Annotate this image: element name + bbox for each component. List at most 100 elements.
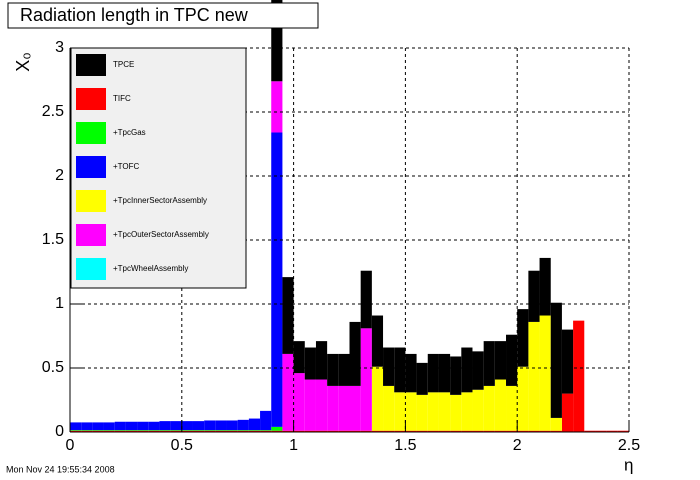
title-box	[7, 2, 319, 29]
chart-title: Radiation length in TPC new	[20, 5, 249, 25]
bar-segment	[494, 430, 507, 432]
bar-segment	[226, 430, 238, 432]
bar-segment	[215, 430, 227, 432]
bar-segment	[539, 257, 551, 316]
bar-segment	[405, 430, 417, 432]
bar-segment	[70, 430, 82, 432]
bar-segment	[450, 394, 462, 431]
x-tick-label: 1	[289, 437, 298, 454]
bar-segment	[271, 430, 283, 432]
bar-segment	[550, 417, 562, 431]
bar-segment	[427, 430, 439, 432]
bar-segment	[561, 393, 574, 432]
bar-segment	[483, 385, 495, 431]
y-tick-label: 1.5	[42, 231, 64, 248]
bar-segment	[92, 430, 104, 432]
legend-label: TIFC	[113, 94, 131, 103]
bar-segment	[282, 430, 294, 432]
bar-segment	[394, 430, 406, 432]
legend-label: +TpcGas	[113, 128, 146, 137]
x-tick-label: 2	[513, 437, 522, 454]
bar-segment	[159, 430, 171, 431]
bar-segment	[192, 430, 205, 432]
legend: TPCE TIFC +TpcGas +TOFC +TpcInnerSectorAssem…	[70, 47, 247, 289]
bar-segment	[148, 430, 160, 431]
bar-segment	[371, 366, 384, 431]
legend-swatch	[76, 258, 106, 280]
bar-segment	[483, 341, 495, 386]
bar-segment	[204, 430, 216, 432]
bar-segment	[70, 422, 82, 431]
bar-segment	[192, 421, 205, 431]
bar-segment	[539, 430, 551, 432]
bar-segment	[282, 353, 294, 431]
legend-swatch	[76, 190, 106, 212]
bar-segment	[506, 430, 518, 432]
bar-segment	[517, 309, 529, 367]
legend-label: +TpcOuterSectorAssembly	[113, 230, 209, 239]
bar-segment	[282, 277, 294, 354]
bar-segment	[405, 392, 417, 431]
bar-segment	[125, 430, 138, 432]
bar-segment	[159, 430, 171, 432]
bar-segment	[383, 347, 395, 386]
bar-segment	[315, 341, 328, 380]
bar-segment	[81, 430, 93, 432]
bar-segment	[271, 0, 283, 82]
bar-segment	[315, 430, 328, 432]
bar-segment	[438, 353, 451, 393]
bar-segment	[371, 430, 384, 432]
bar-segment	[204, 430, 216, 431]
bar-segment	[304, 347, 316, 380]
bar-segment	[550, 302, 562, 418]
bar-segment	[450, 356, 462, 395]
bar-segment	[472, 351, 484, 390]
bar-segment	[103, 430, 115, 431]
bar-segment	[181, 421, 193, 431]
y-tick-label: 2.5	[42, 103, 64, 120]
bar-segment	[271, 426, 283, 431]
bar-segment	[248, 418, 261, 431]
bar-segment	[561, 329, 574, 394]
legend-swatch	[76, 122, 106, 144]
bar-segment	[360, 270, 372, 329]
bar-segment	[371, 315, 384, 367]
bar-segment	[237, 430, 249, 432]
bar-segment	[92, 430, 104, 431]
bar-segment	[271, 132, 283, 427]
footer: Mon Nov 24 19:55:34 2008	[6, 464, 115, 474]
bar-segment	[137, 430, 149, 432]
bar-segment	[170, 421, 182, 431]
bar-segment	[584, 430, 596, 432]
bar-segment	[494, 341, 507, 380]
bar-segment	[394, 392, 406, 431]
bar-segment	[293, 373, 305, 431]
legend-label: +TOFC	[113, 162, 140, 171]
bar-segment	[506, 385, 518, 431]
bar-segment	[114, 430, 126, 432]
bar-segment	[226, 430, 238, 431]
bar-segment	[528, 270, 540, 322]
bar-segment	[114, 430, 126, 431]
legend-label: +TpcWheelAssembly	[113, 264, 188, 273]
bar-segment	[81, 422, 93, 431]
bar-segment	[472, 430, 484, 432]
bar-segment	[416, 430, 428, 432]
bar-segment	[148, 421, 160, 431]
bar-segment	[70, 430, 82, 431]
y-tick-label: 0.5	[42, 359, 64, 376]
bar-segment	[461, 347, 473, 393]
bar-segment	[494, 379, 507, 431]
bar-segment	[517, 430, 529, 432]
bar-segment	[327, 385, 339, 431]
bar-segment	[338, 430, 350, 432]
histogram	[70, 0, 629, 432]
bar-segment	[159, 421, 171, 431]
bar-segment	[427, 392, 439, 431]
bar-segment	[472, 389, 484, 431]
y-axis-label: X₀	[13, 52, 33, 71]
bar-segment	[461, 430, 473, 432]
bar-segment	[394, 347, 406, 393]
bar-segment	[528, 430, 540, 432]
